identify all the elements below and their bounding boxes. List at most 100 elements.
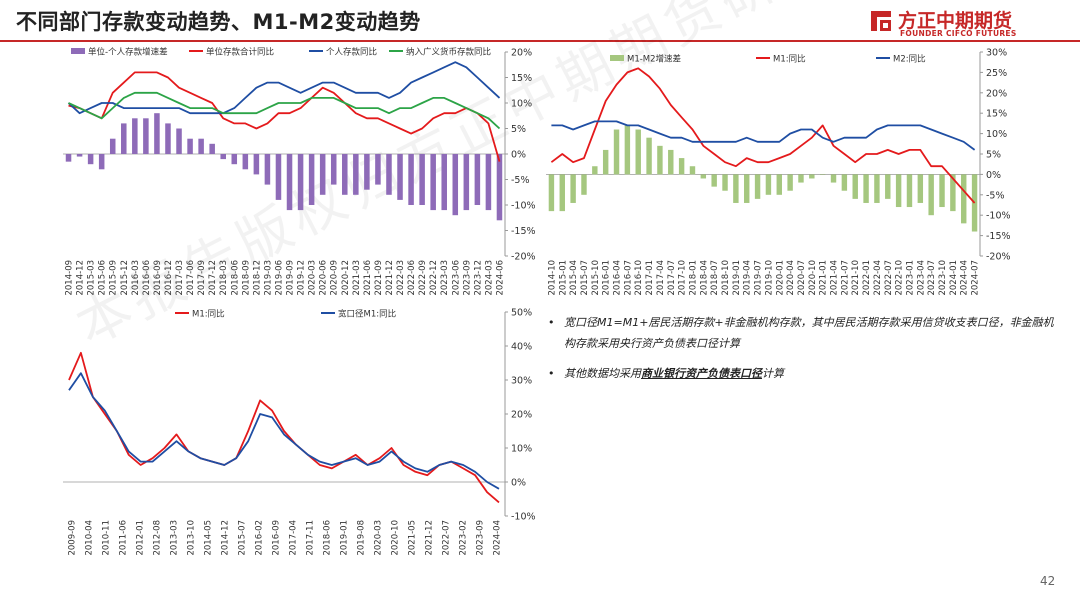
x-tick-label: 2023-09 bbox=[476, 520, 486, 556]
bar bbox=[87, 154, 94, 165]
y-tick-label: 0% bbox=[511, 150, 526, 161]
x-tick-label: 2017-07 bbox=[667, 260, 677, 296]
x-tick-label: 2012-01 bbox=[136, 520, 146, 556]
y-tick-label: -20% bbox=[986, 252, 1011, 263]
x-tick-label: 2015-04 bbox=[569, 260, 579, 296]
x-tick-label: 2019-08 bbox=[357, 520, 367, 556]
m1-m2-chart: 30% 25% 20% 15% 10% 5% 0% -5% -10% -15% -20% 2014-1… bbox=[540, 44, 1060, 308]
x-tick-label: 2015-01 bbox=[558, 260, 568, 296]
x-tick-label: 2018-06 bbox=[230, 260, 240, 296]
legend-label: 单位存款合计同比 bbox=[206, 47, 274, 58]
x-tick-label: 2019-01 bbox=[732, 260, 742, 296]
x-tick-label: 2024-07 bbox=[971, 260, 981, 296]
y-tick-label: 10% bbox=[511, 444, 532, 455]
bar bbox=[308, 154, 315, 205]
x-tick-label: 2020-06 bbox=[319, 260, 329, 296]
bar bbox=[165, 123, 171, 154]
x-tick-label: 2014-05 bbox=[204, 520, 214, 556]
x-tick-label: 2021-12 bbox=[385, 260, 395, 296]
bar bbox=[754, 174, 761, 199]
bar bbox=[132, 118, 138, 154]
x-tick-label: 2012-08 bbox=[153, 520, 163, 556]
y-tick-label: -5% bbox=[511, 175, 530, 186]
x-tick-label: 2019-10 bbox=[764, 260, 774, 296]
x-tick-label: 2023-09 bbox=[462, 260, 472, 296]
x-tick-label: 2017-03 bbox=[175, 260, 185, 296]
x-tick-label: 2020-04 bbox=[786, 260, 796, 296]
x-tick-label: 2021-09 bbox=[374, 260, 384, 296]
legend-label: M2:同比 bbox=[893, 54, 926, 65]
y-tick-label: -10% bbox=[511, 512, 536, 523]
x-tick-label: 2020-03 bbox=[374, 520, 384, 556]
bar bbox=[342, 154, 348, 195]
x-tick-label: 2022-09 bbox=[418, 260, 428, 296]
x-tick-label: 2022-01 bbox=[862, 260, 872, 296]
y-tick-label: 40% bbox=[511, 342, 532, 353]
series-line bbox=[68, 71, 501, 162]
x-tick-label: 2015-06 bbox=[98, 260, 108, 296]
bar bbox=[852, 174, 858, 199]
legend-label: M1-M2增速差 bbox=[627, 54, 681, 65]
x-tick-label: 2017-01 bbox=[645, 260, 655, 296]
x-tick-label: 2015-09 bbox=[109, 260, 119, 296]
bar bbox=[98, 154, 105, 170]
x-tick-label: 2023-01 bbox=[905, 260, 915, 296]
bar bbox=[841, 174, 848, 191]
y-tick-label: 30% bbox=[511, 376, 532, 387]
x-tick-label: 2017-10 bbox=[678, 260, 688, 296]
bar bbox=[496, 154, 503, 221]
x-tick-label: 2015-07 bbox=[238, 520, 248, 556]
y-tick-label: -20% bbox=[511, 252, 536, 263]
x-tick-label: 2016-04 bbox=[613, 260, 623, 296]
x-tick-label: 2020-09 bbox=[330, 260, 340, 296]
bar bbox=[700, 174, 707, 179]
x-tick-label: 2020-01 bbox=[775, 260, 785, 296]
bar bbox=[668, 149, 674, 175]
bar bbox=[592, 166, 598, 175]
x-tick-label: 2015-03 bbox=[87, 260, 97, 296]
y-tick-label: 5% bbox=[511, 124, 526, 135]
bullet-icon: • bbox=[548, 367, 555, 380]
x-tick-label: 2018-03 bbox=[219, 260, 229, 296]
x-tick-label: 2023-03 bbox=[440, 260, 450, 296]
x-tick-label: 2024-06 bbox=[495, 260, 505, 296]
x-tick-label: 2022-10 bbox=[895, 260, 905, 296]
y-tick-label: -10% bbox=[986, 211, 1011, 222]
bar bbox=[176, 128, 182, 154]
bar bbox=[657, 145, 663, 175]
x-tick-label: 2016-02 bbox=[255, 520, 265, 556]
bar bbox=[798, 174, 804, 183]
bar bbox=[275, 154, 282, 200]
bar bbox=[408, 154, 414, 205]
y-tick-label: 5% bbox=[986, 150, 1001, 161]
bar bbox=[874, 174, 880, 203]
bar bbox=[570, 174, 576, 203]
x-tick-label: 2021-12 bbox=[425, 520, 435, 556]
x-tick-label: 2018-07 bbox=[710, 260, 720, 296]
x-tick-label: 2015-10 bbox=[591, 260, 601, 296]
x-tick-label: 2014-12 bbox=[221, 520, 231, 556]
bar bbox=[485, 154, 492, 211]
x-tick-label: 2020-10 bbox=[391, 520, 401, 556]
x-tick-label: 2021-03 bbox=[352, 260, 362, 296]
title-divider bbox=[0, 40, 1080, 42]
y-tick-label: 15% bbox=[511, 73, 532, 84]
bar bbox=[765, 174, 772, 195]
legend-label: 宽口径M1:同比 bbox=[338, 309, 396, 320]
notes-panel: • 宽口径M1=M1+居民活期存款+非金融机构存款，其中居民活期存款采用信贷收支… bbox=[548, 312, 1058, 393]
bar bbox=[364, 154, 370, 190]
bar bbox=[386, 154, 392, 195]
bar bbox=[624, 125, 631, 175]
x-tick-label: 2022-07 bbox=[884, 260, 894, 296]
x-tick-label: 2017-04 bbox=[289, 520, 299, 556]
bar bbox=[863, 174, 869, 203]
bar bbox=[121, 123, 127, 154]
bar bbox=[830, 174, 837, 183]
x-tick-label: 2024-03 bbox=[484, 260, 494, 296]
x-tick-label: 2021-10 bbox=[851, 260, 861, 296]
y-tick-label: 10% bbox=[511, 99, 532, 110]
bar bbox=[76, 154, 83, 157]
bar bbox=[939, 174, 945, 208]
x-tick-label: 2021-01 bbox=[819, 260, 829, 296]
bar bbox=[885, 174, 891, 199]
